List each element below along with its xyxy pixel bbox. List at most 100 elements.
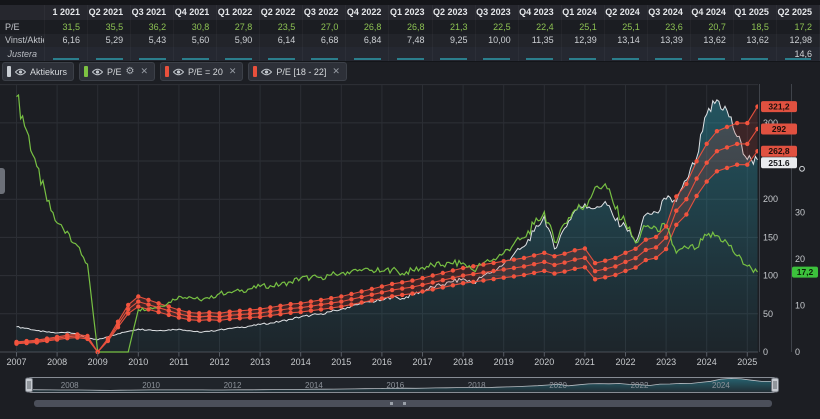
justera-underline <box>181 58 209 60</box>
eye-icon[interactable] <box>261 68 273 76</box>
band-marker <box>562 260 567 265</box>
justera-input[interactable]: 14,6 <box>777 47 820 61</box>
justera-input[interactable] <box>691 47 734 61</box>
justera-input[interactable] <box>45 47 88 61</box>
band-marker <box>349 297 354 302</box>
quarter-header: Q2 2022 <box>260 5 303 20</box>
justera-input[interactable] <box>260 47 303 61</box>
chart-left-handle[interactable] <box>0 168 5 194</box>
justera-underline <box>440 58 467 60</box>
band-marker <box>582 255 588 261</box>
band-marker <box>379 284 385 289</box>
gear-icon[interactable]: ⚙ <box>125 65 135 77</box>
eye-icon[interactable] <box>173 68 185 76</box>
pe-tick-label: 0 <box>795 347 800 357</box>
band-marker <box>278 307 283 313</box>
band-marker <box>217 311 222 316</box>
band-marker <box>603 258 608 263</box>
price-tick-label: 150 <box>763 232 778 242</box>
band-marker <box>146 302 151 307</box>
band-marker <box>389 294 395 299</box>
x-tick-label: 2013 <box>250 357 270 367</box>
justera-input[interactable] <box>648 47 691 61</box>
close-icon[interactable]: ✕ <box>332 66 340 76</box>
justera-input[interactable] <box>346 47 389 61</box>
band-marker <box>430 273 435 278</box>
band-marker <box>369 286 374 292</box>
eye-icon[interactable] <box>92 68 104 76</box>
band-marker <box>592 277 598 282</box>
band-marker <box>491 260 496 266</box>
pe-value-cell: 22,5 <box>476 20 519 34</box>
justera-input[interactable] <box>217 47 260 61</box>
justera-input[interactable] <box>519 47 562 61</box>
scrollbar-thumb[interactable] <box>34 400 772 407</box>
navigator-right-handle[interactable] <box>771 377 779 393</box>
band-marker <box>257 306 263 312</box>
band-marker <box>663 246 669 252</box>
navigator-year-label: 2008 <box>61 381 79 390</box>
band-marker <box>552 262 557 268</box>
band-marker <box>643 257 648 263</box>
x-tick-label: 2023 <box>656 357 676 367</box>
legend-chip-p-e[interactable]: P/E ⚙ ✕ <box>79 62 156 81</box>
legend-chip-p-e-18-22[interactable]: P/E [18 - 22] ✕ <box>248 62 347 81</box>
justera-underline <box>267 58 295 60</box>
band-marker <box>379 290 385 295</box>
pe-value-cell: 18,5 <box>734 20 777 34</box>
justera-input[interactable] <box>389 47 432 61</box>
band-marker <box>694 159 699 164</box>
band-marker <box>227 316 232 322</box>
pe-value-cell: 36,2 <box>131 20 174 34</box>
legend-chip-p-e-20[interactable]: P/E = 20 ✕ <box>160 62 244 81</box>
band-marker <box>460 273 466 278</box>
band-marker <box>643 247 648 253</box>
band-marker <box>166 312 171 318</box>
x-tick-label: 2024 <box>697 357 717 367</box>
justera-input[interactable] <box>476 47 519 61</box>
justera-input[interactable] <box>433 47 476 61</box>
x-tick-label: 2008 <box>47 357 67 367</box>
legend-chip-aktiekurs[interactable]: Aktiekurs <box>2 62 75 81</box>
navigator-left-handle[interactable] <box>25 377 33 393</box>
table-corner-cell <box>0 5 45 20</box>
justera-input[interactable] <box>303 47 346 61</box>
series-color-bar <box>7 66 11 77</box>
x-tick-label: 2016 <box>372 357 392 367</box>
justera-input[interactable] <box>174 47 217 61</box>
band-marker <box>623 268 628 274</box>
justera-input[interactable] <box>605 47 648 61</box>
band-marker <box>633 265 638 270</box>
band-marker <box>207 313 212 319</box>
band-marker <box>227 309 232 314</box>
band-marker <box>247 307 253 313</box>
band-marker <box>257 310 263 316</box>
chart-scrollbar <box>0 400 820 408</box>
band-marker <box>562 251 567 256</box>
close-icon[interactable]: ✕ <box>228 66 237 76</box>
pe-value-cell: 35,5 <box>88 20 131 34</box>
justera-input[interactable] <box>88 47 131 61</box>
chip-label: P/E = 20 <box>188 66 223 77</box>
band-marker <box>623 259 628 265</box>
band-marker <box>410 284 415 290</box>
band-marker <box>501 267 506 272</box>
justera-input[interactable] <box>734 47 777 61</box>
close-icon[interactable]: ✕ <box>140 66 149 76</box>
pe-value-cell: 30,8 <box>174 20 217 34</box>
justera-input[interactable] <box>562 47 605 61</box>
band-marker <box>694 176 699 181</box>
range-navigator[interactable]: 2008 2010 2012 2014 2016 2018 2020 2022 2024 <box>0 376 820 396</box>
band-marker <box>734 162 740 167</box>
band-marker <box>237 316 242 321</box>
band-marker <box>653 234 659 240</box>
band-marker <box>298 305 303 310</box>
band-marker <box>724 124 730 130</box>
band-marker <box>318 307 324 312</box>
quarter-header: Q4 2023 <box>519 5 562 20</box>
vinst-value-cell: 9,25 <box>433 34 476 47</box>
justera-input[interactable] <box>131 47 174 61</box>
eye-icon[interactable] <box>15 68 26 76</box>
price-tick-label: 50 <box>763 309 773 319</box>
price-chart[interactable]: 0501001502002503000102030200720082009201… <box>0 84 820 376</box>
